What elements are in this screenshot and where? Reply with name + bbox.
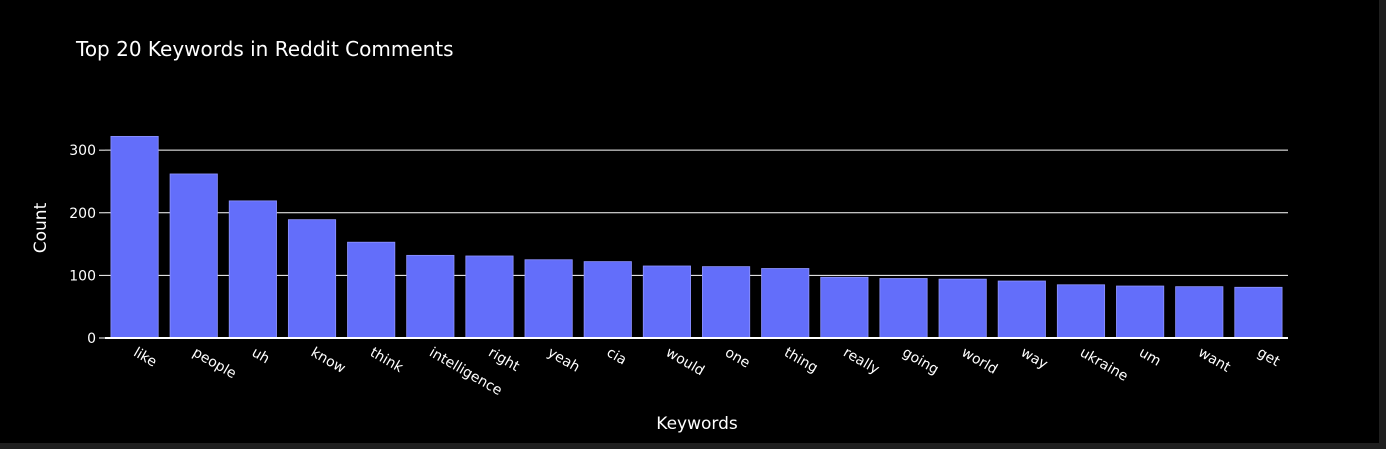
x-tick-label: know bbox=[308, 345, 348, 377]
bar-uh[interactable] bbox=[228, 200, 277, 339]
bar-cia[interactable] bbox=[583, 261, 632, 339]
chart-title: Top 20 Keywords in Reddit Comments bbox=[75, 37, 454, 61]
bar-people[interactable] bbox=[169, 173, 218, 339]
x-tick-label: thing bbox=[781, 345, 820, 377]
bar-thing[interactable] bbox=[761, 268, 810, 339]
y-tick-label: 200 bbox=[69, 206, 96, 222]
gridlines bbox=[105, 149, 1288, 276]
x-tick-label: really bbox=[840, 345, 882, 378]
x-tick-label: people bbox=[190, 345, 239, 383]
bar-right[interactable] bbox=[465, 255, 514, 339]
bar-ukraine[interactable] bbox=[1056, 284, 1106, 339]
x-tick-label: think bbox=[367, 345, 406, 377]
bar-going[interactable] bbox=[879, 278, 928, 339]
x-tick-label: world bbox=[959, 345, 1000, 378]
x-tick-label: um bbox=[1136, 345, 1163, 370]
bars bbox=[105, 135, 1288, 339]
bar-um[interactable] bbox=[1116, 285, 1165, 339]
bar-intelligence[interactable] bbox=[406, 254, 455, 339]
bar-yeah[interactable] bbox=[524, 259, 573, 339]
x-tick-label: going bbox=[900, 345, 942, 378]
x-tick-label: right bbox=[485, 345, 522, 376]
x-tick-label: one bbox=[722, 345, 753, 372]
window-edge bbox=[1379, 0, 1386, 449]
bar-think[interactable] bbox=[347, 241, 396, 339]
bar-get[interactable] bbox=[1234, 286, 1283, 339]
x-tick-label: would bbox=[663, 345, 707, 380]
y-tick-label: 300 bbox=[69, 143, 96, 159]
x-axis-title: Keywords bbox=[656, 414, 738, 434]
bar-would[interactable] bbox=[642, 265, 691, 339]
x-tick-label: yeah bbox=[545, 345, 583, 376]
y-axis-ticks: 0 100 200 300 bbox=[69, 143, 105, 347]
bar-one[interactable] bbox=[702, 266, 751, 339]
x-tick-label: cia bbox=[604, 345, 629, 369]
x-tick-label: uh bbox=[249, 345, 272, 368]
x-tick-label: way bbox=[1018, 345, 1051, 373]
bar-like[interactable] bbox=[110, 135, 159, 339]
x-tick-label: get bbox=[1254, 345, 1282, 371]
bar-want[interactable] bbox=[1175, 286, 1224, 339]
y-axis-title: Count bbox=[31, 202, 51, 253]
x-tick-label: like bbox=[131, 345, 160, 371]
x-tick-label: ukraine bbox=[1077, 345, 1131, 385]
bar-really[interactable] bbox=[820, 276, 869, 339]
y-tick-label: 0 bbox=[87, 331, 96, 347]
bar-world[interactable] bbox=[938, 278, 987, 339]
y-tick-label: 100 bbox=[69, 268, 96, 284]
bar-know[interactable] bbox=[287, 219, 337, 339]
x-tick-label: want bbox=[1195, 345, 1233, 376]
bar-way[interactable] bbox=[997, 280, 1046, 339]
window-edge bbox=[0, 443, 1386, 449]
